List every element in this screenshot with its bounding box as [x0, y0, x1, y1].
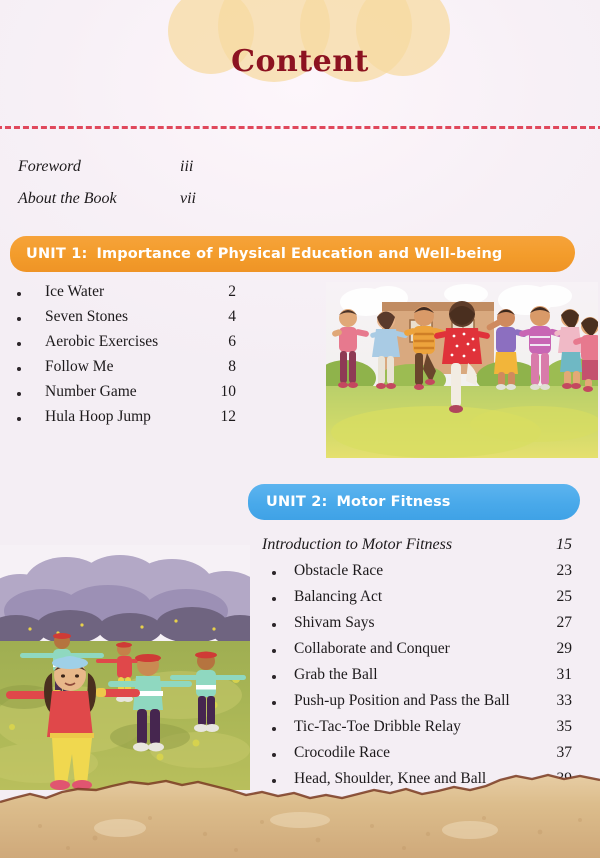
bullet-icon	[17, 392, 21, 396]
unit-2-intro-row[interactable]: Introduction to Motor Fitness 15	[248, 536, 580, 562]
bullet-icon	[17, 417, 21, 421]
list-item[interactable]: Hula Hoop Jump 12	[0, 408, 250, 433]
list-item-label: Ice Water	[45, 283, 105, 300]
list-item[interactable]: Seven Stones 4	[0, 308, 250, 333]
list-item-page: 25	[556, 588, 573, 605]
list-item[interactable]: Collaborate and Conquer 29	[248, 640, 580, 666]
list-item[interactable]: Number Game 10	[0, 383, 250, 408]
list-item-label: Push-up Position and Pass the Ball	[294, 692, 510, 709]
list-item[interactable]: Aerobic Exercises 6	[0, 333, 250, 358]
list-item-page: 31	[556, 666, 573, 683]
list-item-page: 8	[228, 358, 236, 375]
front-matter-row[interactable]: About the Book vii	[0, 190, 300, 222]
front-matter-page: vii	[180, 190, 196, 207]
list-item-page: 27	[556, 614, 573, 631]
unit-2-intro-label: Introduction to Motor Fitness	[262, 536, 453, 553]
unit-2-illustration	[0, 545, 250, 790]
unit-1-illustration	[326, 282, 598, 458]
list-item-label: Head, Shoulder, Knee and Ball	[294, 770, 487, 787]
unit-1-number: UNIT 1:	[26, 246, 88, 262]
bullet-icon	[272, 701, 276, 705]
bullet-icon	[17, 342, 21, 346]
list-item-label: Hula Hoop Jump	[45, 408, 151, 425]
list-item-label: Balancing Act	[294, 588, 383, 605]
front-matter-label: About the Book	[18, 190, 117, 207]
bullet-icon	[272, 779, 276, 783]
list-item[interactable]: Tic-Tac-Toe Dribble Relay 35	[248, 718, 580, 744]
front-matter-row[interactable]: Foreword iii	[0, 158, 300, 190]
bullet-icon	[272, 675, 276, 679]
unit-2-title: Motor Fitness	[336, 494, 451, 510]
list-item-page: 4	[228, 308, 236, 325]
list-item-page: 37	[556, 744, 573, 761]
list-item-label: Aerobic Exercises	[45, 333, 159, 350]
unit-2-banner[interactable]: UNIT 2: Motor Fitness	[248, 484, 580, 520]
list-item-label: Tic-Tac-Toe Dribble Relay	[294, 718, 461, 735]
list-item-label: Follow Me	[45, 358, 114, 375]
unit-2-toc-list: Obstacle Race 23 Balancing Act 25 Shivam…	[248, 562, 580, 796]
title-circles-decoration	[0, 0, 600, 110]
dashed-divider	[0, 126, 600, 129]
bullet-icon	[272, 597, 276, 601]
list-item-page: 35	[556, 718, 573, 735]
list-item[interactable]: Grab the Ball 31	[248, 666, 580, 692]
list-item-label: Grab the Ball	[294, 666, 378, 683]
list-item-label: Shivam Says	[294, 614, 375, 631]
list-item[interactable]: Balancing Act 25	[248, 588, 580, 614]
unit-1-banner[interactable]: UNIT 1: Importance of Physical Education…	[10, 236, 575, 272]
page-title: Content	[231, 44, 369, 79]
list-item[interactable]: Shivam Says 27	[248, 614, 580, 640]
unit-2-intro-page: 15	[556, 536, 572, 553]
list-item-page: 12	[220, 408, 237, 425]
list-item[interactable]: Crocodile Race 37	[248, 744, 580, 770]
front-matter-page: iii	[180, 158, 194, 175]
unit-1-title: Importance of Physical Education and Wel…	[96, 246, 503, 262]
list-item-page: 6	[228, 333, 236, 350]
list-item[interactable]: Follow Me 8	[0, 358, 250, 383]
list-item[interactable]: Push-up Position and Pass the Ball 33	[248, 692, 580, 718]
list-item-page: 29	[556, 640, 573, 657]
torn-paper-edge	[0, 768, 600, 858]
unit-2-number: UNIT 2:	[266, 494, 328, 510]
list-item-label: Collaborate and Conquer	[294, 640, 450, 657]
bullet-icon	[17, 292, 21, 296]
bullet-icon	[272, 623, 276, 627]
list-item-page: 23	[556, 562, 573, 579]
list-item-page: 2	[228, 283, 236, 300]
bullet-icon	[272, 753, 276, 757]
bullet-icon	[17, 367, 21, 371]
unit-1-toc-list: Ice Water 2 Seven Stones 4 Aerobic Exerc…	[0, 283, 250, 433]
bullet-icon	[272, 571, 276, 575]
bullet-icon	[272, 727, 276, 731]
list-item-label: Obstacle Race	[294, 562, 384, 579]
list-item-label: Seven Stones	[45, 308, 129, 325]
list-item-page: 10	[220, 383, 237, 400]
decor-circle	[356, 0, 450, 76]
list-item[interactable]: Ice Water 2	[0, 283, 250, 308]
list-item[interactable]: Obstacle Race 23	[248, 562, 580, 588]
list-item-page: 33	[556, 692, 573, 709]
list-item-label: Crocodile Race	[294, 744, 390, 761]
front-matter-list: Foreword iii About the Book vii	[0, 158, 300, 222]
front-matter-label: Foreword	[18, 158, 81, 175]
bullet-icon	[272, 649, 276, 653]
list-item-label: Number Game	[45, 383, 137, 400]
bullet-icon	[17, 317, 21, 321]
